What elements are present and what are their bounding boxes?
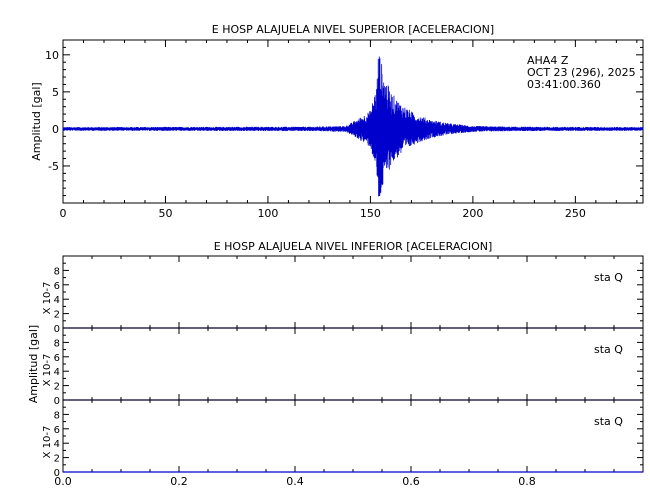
station-panel-frame [62, 255, 644, 329]
bottom-x-tick-label: 0.2 [170, 475, 188, 488]
panel-scale-label: X 10-7 [42, 354, 53, 387]
waveform-trace [62, 56, 644, 197]
panel-y-tick-label: 4 [54, 295, 60, 306]
top-x-tick-label: 0 [60, 207, 67, 220]
panel-y-tick-label: 2 [54, 382, 60, 393]
panel-y-tick-label: 8 [54, 266, 60, 277]
station-info-line: AHA4 Z [527, 54, 569, 67]
bottom-y-axis-label: Amplitud [gal] [27, 325, 40, 403]
top-x-tick-label: 250 [565, 207, 586, 220]
panel-station-label: sta Q [594, 343, 623, 356]
station-panel-frame [62, 399, 644, 473]
top-y-axis-label: Amplitud [gal] [30, 82, 43, 160]
top-y-tick-label: -5 [48, 160, 59, 173]
panel-scale-label: X 10-7 [42, 426, 53, 459]
top-chart-title: E HOSP ALAJUELA NIVEL SUPERIOR [ACELERAC… [212, 23, 494, 36]
top-y-tick-label: 10 [45, 49, 59, 62]
panel-y-tick-label: 6 [54, 425, 60, 436]
top-x-tick-label: 100 [257, 207, 278, 220]
station-info-line: 03:41:00.360 [527, 78, 601, 91]
panel-y-tick-label: 4 [54, 439, 60, 450]
panel-station-label: sta Q [594, 271, 623, 284]
station-panel-frame [62, 327, 644, 401]
panel-station-label: sta Q [594, 415, 623, 428]
panel-y-tick-label: 2 [54, 454, 60, 465]
panel-y-tick-label: 6 [54, 353, 60, 364]
panel-y-tick-label: 0 [54, 396, 60, 407]
panel-y-tick-label: 4 [54, 367, 60, 378]
top-y-tick-label: 0 [52, 123, 59, 136]
panel-y-tick-label: 0 [54, 324, 60, 335]
top-x-tick-label: 50 [158, 207, 172, 220]
top-y-tick-label: 5 [52, 86, 59, 99]
station-info-line: OCT 23 (296), 2025 [527, 66, 636, 79]
top-x-tick-label: 150 [360, 207, 381, 220]
top-x-tick-label: 200 [462, 207, 483, 220]
panel-y-tick-label: 0 [54, 468, 60, 479]
bottom-chart-title: E HOSP ALAJUELA NIVEL INFERIOR [ACELERAC… [214, 240, 493, 253]
panel-y-tick-label: 2 [54, 310, 60, 321]
panel-scale-label: X 10-7 [42, 282, 53, 315]
panel-y-tick-label: 6 [54, 281, 60, 292]
bottom-x-tick-label: 0.8 [518, 475, 536, 488]
panel-y-tick-label: 8 [54, 338, 60, 349]
bottom-x-tick-label: 0.0 [54, 475, 72, 488]
bottom-x-tick-label: 0.6 [402, 475, 420, 488]
bottom-x-tick-label: 0.4 [286, 475, 304, 488]
panel-y-tick-label: 8 [54, 410, 60, 421]
